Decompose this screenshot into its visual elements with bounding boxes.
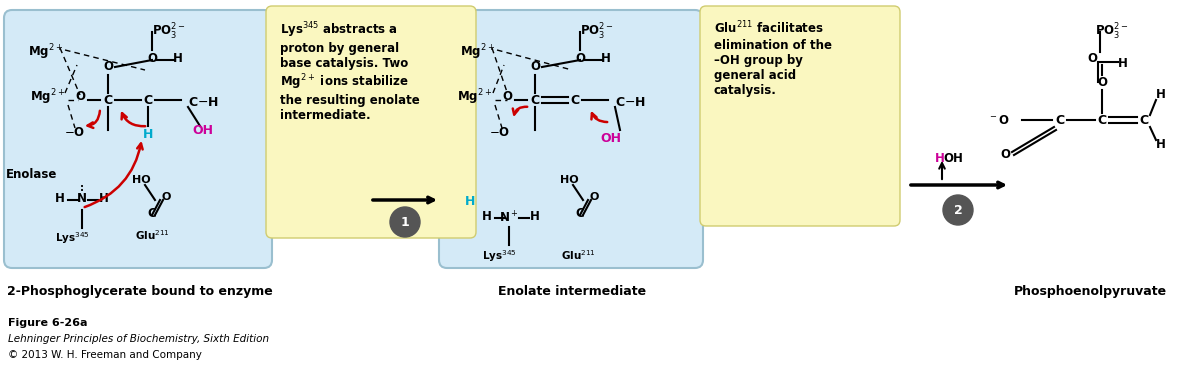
Text: H: H — [1118, 57, 1128, 70]
Text: 2-Phosphoglycerate bound to enzyme: 2-Phosphoglycerate bound to enzyme — [7, 285, 272, 298]
Text: C: C — [1098, 113, 1106, 127]
Text: Lys$^{345}$: Lys$^{345}$ — [481, 248, 516, 264]
Text: C: C — [103, 93, 113, 106]
Text: C: C — [570, 93, 580, 106]
Text: Mg$^{2+}$: Mg$^{2+}$ — [28, 42, 64, 62]
Text: O: O — [1000, 149, 1010, 161]
Text: OH: OH — [600, 132, 622, 145]
Text: $-$O: $-$O — [490, 126, 511, 139]
FancyArrowPatch shape — [121, 113, 145, 126]
Text: N: N — [77, 192, 88, 205]
Text: H: H — [1156, 88, 1166, 102]
Text: H: H — [482, 210, 492, 223]
Text: C: C — [144, 93, 152, 106]
Text: H: H — [1156, 138, 1166, 151]
Text: PO$_3^{2-}$: PO$_3^{2-}$ — [1096, 22, 1129, 42]
Text: O: O — [530, 61, 540, 74]
Text: © 2013 W. H. Freeman and Company: © 2013 W. H. Freeman and Company — [8, 350, 202, 360]
Text: OH: OH — [943, 152, 962, 165]
FancyBboxPatch shape — [700, 6, 900, 226]
Text: Lys$^{345}$: Lys$^{345}$ — [54, 230, 90, 246]
Text: C: C — [1056, 113, 1064, 127]
Text: Mg$^{2+}$: Mg$^{2+}$ — [457, 87, 492, 107]
Text: H: H — [464, 195, 475, 208]
Text: H: H — [143, 128, 154, 141]
Circle shape — [390, 207, 420, 237]
Text: C: C — [1140, 113, 1148, 127]
FancyArrowPatch shape — [85, 143, 143, 207]
Text: O: O — [74, 90, 85, 104]
Text: H: H — [173, 52, 182, 65]
Text: O: O — [1087, 52, 1097, 65]
Text: Enolase: Enolase — [6, 168, 58, 181]
Text: H: H — [935, 152, 944, 165]
Text: PO$_3^{2-}$: PO$_3^{2-}$ — [580, 22, 613, 42]
Text: C$-$H: C$-$H — [616, 95, 646, 108]
Text: H: H — [530, 210, 540, 223]
FancyBboxPatch shape — [266, 6, 476, 238]
Text: 2: 2 — [954, 203, 962, 217]
Text: C: C — [530, 93, 540, 106]
Text: O: O — [502, 90, 512, 104]
FancyArrowPatch shape — [512, 107, 527, 115]
Text: $^-$O: $^-$O — [988, 113, 1010, 127]
Circle shape — [943, 195, 973, 225]
Text: 1: 1 — [401, 215, 409, 228]
Text: O: O — [575, 52, 586, 65]
Text: Phosphoenolpyruvate: Phosphoenolpyruvate — [1014, 285, 1166, 298]
Text: C: C — [148, 207, 156, 220]
Text: Lehninger Principles of Biochemistry, Sixth Edition: Lehninger Principles of Biochemistry, Si… — [8, 334, 269, 344]
Text: O: O — [148, 52, 157, 65]
Text: Mg$^{2+}$: Mg$^{2+}$ — [460, 42, 496, 62]
Text: C$-$H: C$-$H — [188, 95, 218, 108]
Text: O: O — [1097, 75, 1108, 88]
Text: C: C — [576, 207, 584, 220]
Text: HO: HO — [132, 175, 151, 185]
FancyArrowPatch shape — [592, 113, 607, 122]
Text: O: O — [103, 61, 113, 74]
Text: H: H — [55, 192, 65, 205]
Text: H: H — [601, 52, 611, 65]
Text: O: O — [590, 192, 599, 202]
FancyArrowPatch shape — [88, 111, 100, 128]
Text: N$^+$: N$^+$ — [499, 210, 518, 225]
Text: Figure 6-26a: Figure 6-26a — [8, 318, 88, 328]
Text: PO$_3^{2-}$: PO$_3^{2-}$ — [152, 22, 186, 42]
Text: OH: OH — [192, 124, 214, 137]
Text: Enolate intermediate: Enolate intermediate — [498, 285, 646, 298]
Text: $-$O: $-$O — [65, 126, 85, 139]
FancyBboxPatch shape — [4, 10, 272, 268]
Text: Lys$^{345}$ abstracts a
proton by general
base catalysis. Two
Mg$^{2+}$ ions sta: Lys$^{345}$ abstracts a proton by genera… — [280, 20, 420, 122]
Text: Mg$^{2+}$: Mg$^{2+}$ — [30, 87, 65, 107]
Text: Glu$^{211}$ facilitates
elimination of the
–OH group by
general acid
catalysis.: Glu$^{211}$ facilitates elimination of t… — [714, 20, 832, 97]
Text: Glu$^{211}$: Glu$^{211}$ — [560, 248, 595, 262]
Text: :​: :​ — [80, 183, 84, 193]
Text: HO: HO — [560, 175, 578, 185]
Text: O: O — [162, 192, 172, 202]
Text: Glu$^{211}$: Glu$^{211}$ — [134, 228, 169, 242]
FancyBboxPatch shape — [439, 10, 703, 268]
Text: H: H — [100, 192, 109, 205]
